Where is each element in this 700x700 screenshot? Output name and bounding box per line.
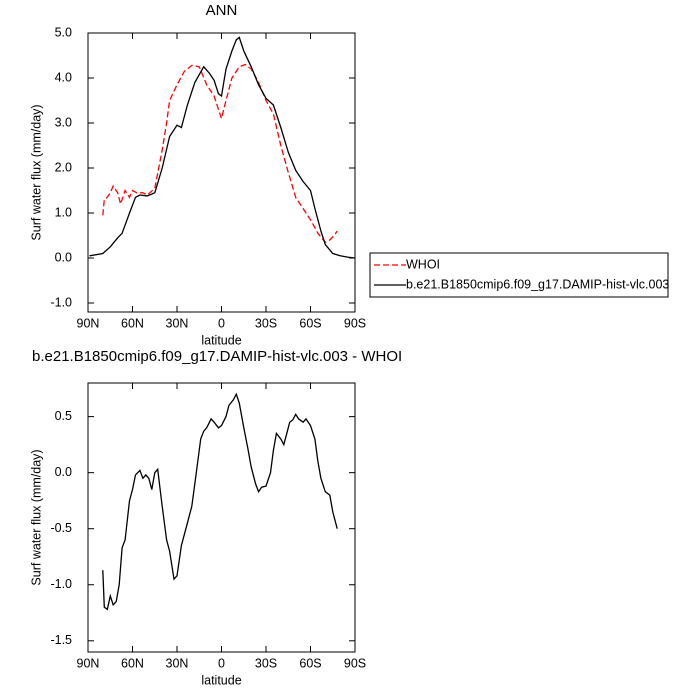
plot-frame	[87, 32, 356, 313]
legend-label: b.e21.B1850cmip6.f09_g17.DAMIP-hist-vlc.…	[406, 277, 669, 291]
x-tick-label: 30S	[255, 656, 277, 670]
y-tick-label: -0.5	[50, 521, 72, 535]
x-tick-label: 60S	[299, 316, 321, 330]
y-tick-label: -1.0	[50, 295, 72, 309]
x-tick-label: 90S	[344, 316, 366, 330]
y-tick-label: 5.0	[55, 25, 72, 39]
data-line	[89, 36, 356, 259]
x-tick-label: 0	[218, 316, 225, 330]
data-line	[102, 63, 338, 244]
chart-title: ANN	[206, 2, 238, 19]
x-tick-label: 90S	[344, 656, 366, 670]
chart-title: b.e21.B1850cmip6.f09_g17.DAMIP-hist-vlc.…	[32, 348, 402, 365]
y-tick-label: 0.0	[55, 250, 72, 264]
legend-box	[369, 252, 669, 298]
y-tick-label: 4.0	[55, 70, 72, 84]
y-tick-label: 2.0	[55, 160, 72, 174]
x-tick-label: 30N	[166, 316, 189, 330]
x-tick-label: 60N	[121, 316, 144, 330]
x-tick-label: 0	[218, 656, 225, 670]
data-line	[102, 392, 338, 611]
x-axis-label: latitude	[201, 673, 241, 687]
x-tick-label: 60S	[299, 656, 321, 670]
y-tick-label: 1.0	[55, 205, 72, 219]
x-tick-label: 30S	[255, 316, 277, 330]
x-axis-label: latitude	[201, 333, 241, 347]
legend-label: WHOI	[406, 257, 440, 271]
y-tick-label: -1.0	[50, 577, 72, 591]
x-tick-label: 60N	[121, 656, 144, 670]
y-tick-label: -1.5	[50, 633, 72, 647]
y-tick-label: 0.5	[55, 409, 72, 423]
y-axis-label: Surf water flux (mm/day)	[29, 104, 43, 240]
x-tick-label: 90N	[77, 316, 100, 330]
y-axis-label: Surf water flux (mm/day)	[29, 449, 43, 585]
x-tick-label: 90N	[77, 656, 100, 670]
y-tick-label: 3.0	[55, 115, 72, 129]
x-tick-label: 30N	[166, 656, 189, 670]
y-tick-label: 0.0	[55, 465, 72, 479]
